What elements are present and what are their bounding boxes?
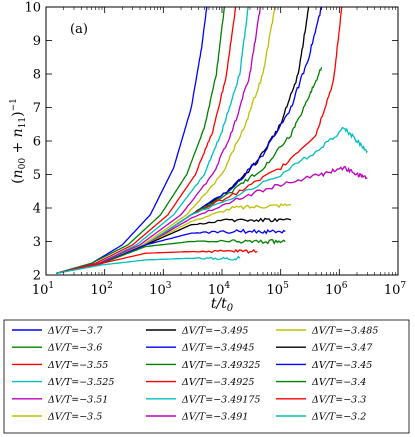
y-tick-label: 8 bbox=[33, 68, 41, 83]
x-tick-label: 106 bbox=[325, 281, 348, 298]
panel-label: (a) bbox=[70, 22, 88, 37]
legend-label: ΔV/T=−3.47 bbox=[311, 343, 373, 354]
series-line bbox=[56, 67, 323, 274]
legend-label: ΔV/T=−3.3 bbox=[311, 394, 366, 405]
legend-label: ΔV/T=−3.2 bbox=[311, 412, 366, 423]
legend-frame bbox=[3, 319, 410, 434]
y-tick-label: 3 bbox=[33, 235, 41, 250]
x-tick-label: 103 bbox=[149, 281, 172, 298]
legend-label: ΔV/T=−3.45 bbox=[311, 360, 372, 371]
series-line bbox=[56, 255, 241, 274]
series-line bbox=[56, 239, 286, 274]
legend-label: ΔV/T=−3.49325 bbox=[181, 360, 260, 371]
x-axis-title: t/t0 bbox=[211, 296, 234, 314]
legend-label: ΔV/T=−3.5 bbox=[47, 412, 102, 423]
y-tick-label: 4 bbox=[33, 202, 41, 217]
y-tick-label: 9 bbox=[33, 34, 41, 49]
series-line bbox=[56, 6, 208, 274]
legend-label: ΔV/T=−3.6 bbox=[47, 343, 102, 354]
y-tick-label: 7 bbox=[33, 101, 41, 116]
tick-layer: 101 102 103 104 105 106 107 2 3 4 5 6 7 8 9 10 bbox=[24, 1, 406, 299]
legend-label: ΔV/T=−3.4 bbox=[311, 377, 366, 388]
series-line bbox=[56, 6, 261, 274]
x-tick-label: 101 bbox=[32, 281, 54, 298]
y-tick-label: 2 bbox=[33, 269, 41, 284]
x-tick-label: 107 bbox=[384, 281, 407, 298]
y-tick-label: 10 bbox=[24, 1, 41, 16]
legend-label: ΔV/T=−3.4925 bbox=[181, 377, 254, 388]
x-tick-label: 104 bbox=[208, 281, 231, 298]
x-tick-label: 102 bbox=[91, 281, 113, 298]
plot-frame bbox=[45, 6, 399, 276]
series-line bbox=[56, 6, 237, 274]
legend-label: ΔV/T=−3.49175 bbox=[181, 394, 260, 405]
legend: ΔV/T=−3.7 ΔV/T=−3.6 ΔV/T=−3.55 ΔV/T=−3.525 Δ… bbox=[12, 326, 378, 423]
y-axis-title: (n00 + n11)−1 bbox=[9, 98, 28, 184]
legend-label: ΔV/T=−3.55 bbox=[47, 360, 108, 371]
x-tick-label: 105 bbox=[267, 281, 290, 298]
series-line bbox=[56, 248, 258, 274]
legend-label: ΔV/T=−3.4945 bbox=[181, 343, 254, 354]
series-line bbox=[56, 6, 226, 274]
series-layer bbox=[56, 6, 368, 274]
y-tick-label: 5 bbox=[33, 168, 41, 183]
legend-label: ΔV/T=−3.525 bbox=[47, 377, 114, 388]
legend-label: ΔV/T=−3.491 bbox=[181, 412, 248, 423]
legend-label: ΔV/T=−3.7 bbox=[47, 326, 103, 337]
legend-label: ΔV/T=−3.51 bbox=[47, 394, 108, 405]
y-tick-label: 6 bbox=[33, 135, 41, 150]
legend-label: ΔV/T=−3.495 bbox=[181, 326, 248, 337]
legend-label: ΔV/T=−3.485 bbox=[311, 326, 378, 337]
